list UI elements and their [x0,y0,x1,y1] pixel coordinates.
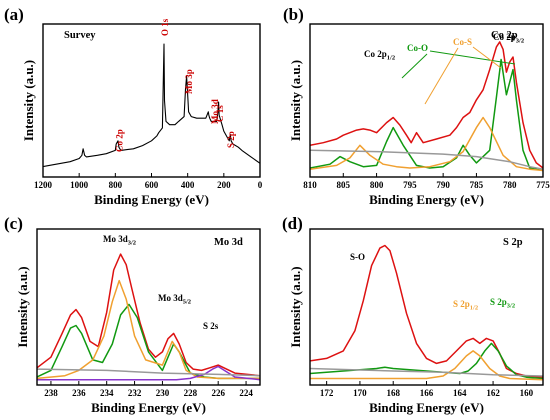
peak-label-mo3d52: Mo 3d5/2 [158,293,191,306]
x-axis-title: Binding Energy (eV) [91,400,206,415]
series-line-0 [37,253,260,377]
series-line-2 [37,279,260,380]
peak-label: C 1s [215,105,225,122]
peak-label: Mo 3d [210,99,220,124]
x-tick-label: 230 [156,388,170,398]
survey-chart: 1200 1000 800 600 400 200 0 Binding Energy (eV)… [4,5,263,207]
panel-label: (c) [4,214,23,233]
peak-label-co2p12: Co 2p1/2 [364,49,395,62]
series-line-2 [310,350,543,381]
y-axis-title: Intensity (a.u.) [21,60,36,141]
peak-label: S 2p [226,131,236,148]
peak-label: Co 2p [114,129,124,152]
s2p-chart: 172 170 168 166 164 162 160 Binding Energy (eV)… [282,214,544,415]
x-tick-label: 228 [184,388,198,398]
x-tick-label: 172 [320,388,334,398]
chart-title: Co 2p [491,30,518,41]
series-line-4 [37,368,260,377]
series-line-0 [310,244,543,378]
x-tick-label: 800 [370,180,384,190]
x-tick-label: 780 [503,180,517,190]
series-line-2 [310,116,543,172]
co2p-chart: 810 805 800 795 790 785 780 775 Binding Energy (… [283,5,550,207]
panel-c: 238 236 234 232 230 228 226 224 Binding Energy (… [0,210,275,420]
panel-d: 172 170 168 166 164 162 160 Binding Energy (eV)… [275,210,550,420]
x-tick-label: 160 [520,388,534,398]
x-tick-label: 170 [353,388,367,398]
panel-label: (b) [283,5,304,24]
peak-label-s2p12: S 2p1/2 [453,299,478,312]
chart-title: S 2p [503,237,523,248]
leader-line [401,53,428,79]
chart-title: Mo 3d [214,237,243,248]
x-tick-label: 236 [72,388,86,398]
series-line-1 [310,342,543,380]
series-line-1 [310,58,543,172]
peak-label-co-s: Co-S [453,37,472,47]
panel-label: (a) [4,5,24,24]
x-tick-label: 790 [436,180,450,190]
series-line-3 [310,149,543,170]
x-tick-label: 810 [303,180,317,190]
plot-frame [309,23,544,178]
x-axis-title: Binding Energy (eV) [369,400,484,415]
x-tick-label: 1200 [34,180,53,190]
x-tick-label: 238 [44,388,58,398]
x-tick-label: 166 [420,388,434,398]
x-axis-title: Binding Energy (eV) [94,192,209,207]
x-axis-title: Binding Energy (eV) [369,192,484,207]
x-tick-label: 775 [536,180,550,190]
x-tick-label: 168 [386,388,400,398]
x-tick-label: 232 [128,388,142,398]
panel-label: (d) [282,214,303,233]
series-line-3 [310,367,543,377]
series-line-1 [37,303,260,380]
x-tick-label: 795 [403,180,417,190]
plot-frame [42,23,261,178]
panel-b: 810 805 800 795 790 785 780 775 Binding Energy (… [275,0,550,210]
peak-label-s2s: S 2s [203,321,219,331]
peak-label: O 1s [160,18,170,36]
peak-label-s2p32: S 2p3/2 [490,297,515,310]
peak-label-s-o: S-O [350,252,365,262]
leader-line [424,47,459,105]
y-axis-title: Intensity (a.u.) [288,266,303,347]
x-tick-label: 800 [109,180,123,190]
x-tick-label: 226 [211,388,225,398]
peak-label-mo3d32: Mo 3d3/2 [103,234,136,247]
leader-line [472,46,502,69]
chart-title: Survey [64,30,96,41]
y-axis-title: Intensity (a.u.) [288,60,303,141]
panel-a: 1200 1000 800 600 400 200 0 Binding Energy (eV)… [0,0,275,210]
x-tick-label: 805 [337,180,351,190]
x-tick-label: 164 [453,388,467,398]
plot-frame [36,228,261,386]
x-tick-label: 785 [470,180,484,190]
leader-line [429,50,516,65]
x-tick-label: 600 [145,180,159,190]
peak-label-co2p32: Co 2p3/2 [493,32,524,45]
x-tick-label: 162 [486,388,500,398]
x-tick-label: 1000 [70,180,89,190]
peak-label-co-o: Co-O [407,43,428,53]
series-line-0 [310,41,543,169]
x-tick-label: 234 [100,388,114,398]
x-tick-label: 200 [217,180,231,190]
mo3d-chart: 238 236 234 232 230 228 226 224 Binding Energy (… [4,214,261,415]
series-line-0 [43,43,260,168]
y-axis-title: Intensity (a.u.) [15,266,30,347]
peak-label: Mo 3p [184,69,194,94]
x-tick-label: 400 [181,180,195,190]
x-tick-label: 0 [258,180,263,190]
x-tick-label: 224 [239,388,253,398]
